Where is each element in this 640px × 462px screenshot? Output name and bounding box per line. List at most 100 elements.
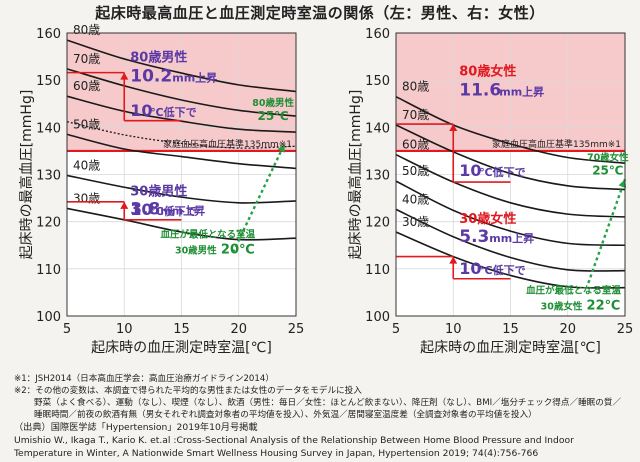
left-y-tick-label: 140 <box>36 121 61 136</box>
left-threshold-label: 家庭血圧高血圧基準135mm※1 <box>163 138 292 150</box>
left-arrow-head <box>120 72 129 80</box>
right-series-line-80歳 <box>395 95 626 164</box>
right-green-bottom-3: 22℃ <box>587 298 621 313</box>
right-series-label: 70歳 <box>402 108 429 122</box>
right-annot-80-unit: mm上昇 <box>499 84 544 98</box>
left-series-line-70歳 <box>66 68 297 117</box>
right-annot-80-drop-text: ℃低下で <box>479 165 525 179</box>
right-series-line-60歳 <box>395 153 626 218</box>
right-x-tick-label: 20 <box>559 322 576 337</box>
left-series-label: 40歳 <box>73 158 100 172</box>
left-y-axis-label: 起床時の最高血圧[mmHg] <box>18 90 35 260</box>
left-x-tick-label: 25 <box>288 322 305 337</box>
left-annot-30-label: 30歳男性 <box>130 183 187 199</box>
right-series-line-30歳 <box>395 231 626 289</box>
left-dotted-curve <box>66 121 297 149</box>
left-y-tick-label: 150 <box>36 74 61 89</box>
right-series-line-50歳 <box>395 180 626 247</box>
right-green-bottom-2: 30歳女性 <box>541 300 583 312</box>
left-x-tick-label: 10 <box>116 322 133 337</box>
footnote-1: ※1：JSH2014（日本高血圧学会：高血圧治療ガイドライン2014） <box>14 374 274 384</box>
right-y-axis-label: 起床時の最高血圧[mmHg] <box>347 90 364 260</box>
left-green-bottom-2: 30歳男性 <box>175 245 217 257</box>
left-series-label: 80歳 <box>73 23 100 37</box>
left-x-tick-label: 5 <box>63 322 71 337</box>
left-series-line-80歳 <box>66 39 297 93</box>
left-y-tick-label: 100 <box>36 310 61 325</box>
right-annot-80-value: 11.6 <box>459 80 501 100</box>
left-plot-frame <box>66 32 297 317</box>
right-x-tick-label: 10 <box>445 322 462 337</box>
right-arrow-head <box>449 256 458 264</box>
left-y-tick-label: 110 <box>36 263 61 278</box>
right-annot-30-drop-num: 10 <box>459 259 481 278</box>
footnote-4: 睡眠時間／前夜の飲酒有無（男女それぞれ調査対象者の平均値を投入）、外気温／居間寝… <box>34 410 537 420</box>
left-annot-80-value: 10.2 <box>130 66 172 86</box>
left-series-label: 70歳 <box>73 52 100 66</box>
right-series-label: 60歳 <box>402 138 429 152</box>
right-y-tick-label: 110 <box>365 263 390 278</box>
left-y-tick-label: 120 <box>36 216 61 231</box>
right-annot-30-value: 5.3 <box>459 227 489 247</box>
left-trend-arrow-line <box>231 143 286 253</box>
footnote-2: ※2：その他の変数は、本調査で得られた平均的な男性または女性のデータをモデルに投… <box>14 386 362 396</box>
right-y-tick-label: 150 <box>365 74 390 89</box>
right-y-tick-label: 160 <box>365 27 390 42</box>
left-series-label: 50歳 <box>73 117 100 131</box>
left-trend-arrow-head <box>277 143 285 153</box>
left-y-tick-label: 130 <box>36 169 61 184</box>
right-x-axis-label: 起床時の血圧測定時室温[℃] <box>420 339 601 356</box>
source-line-1: （出典）国際医学誌「Hypertension」2019年10月号掲載 <box>14 422 258 433</box>
left-annot-30-value: 3.8 <box>130 199 160 219</box>
left-arrow-head <box>120 201 129 209</box>
source-line-2: Umishio W., Ikaga T., Kario K. et.al :Cr… <box>14 435 574 446</box>
right-y-tick-label: 100 <box>365 310 390 325</box>
right-threshold-label: 家庭血圧高血圧基準135mm※1 <box>492 138 621 150</box>
right-trend-arrow-head <box>618 179 627 189</box>
left-series-label: 30歳 <box>73 191 100 205</box>
left-y-tick-label: 160 <box>36 27 61 42</box>
right-x-tick-label: 5 <box>392 322 400 337</box>
left-green-top-1: 80歳男性 <box>252 97 294 109</box>
left-x-axis-label: 起床時の血圧測定時室温[℃] <box>91 339 272 356</box>
left-series-label: 60歳 <box>73 79 100 93</box>
right-annot-30-drop-text: ℃低下で <box>479 263 525 277</box>
left-annot-30-drop-num: 10 <box>130 200 152 219</box>
right-series-label: 30歳 <box>402 215 429 229</box>
right-arrow-head <box>449 124 458 132</box>
left-green-bottom-3: 20℃ <box>221 243 255 258</box>
right-series-label: 40歳 <box>402 192 429 206</box>
left-x-tick-label: 15 <box>173 322 190 337</box>
page-title: 起床時最高血圧と血圧測定時室温の関係（左：男性、右：女性） <box>95 4 545 22</box>
right-annot-30-unit: mm上昇 <box>489 231 534 245</box>
right-green-top-1: 70歳女性 <box>587 151 629 163</box>
right-series-line-70歳 <box>395 124 626 191</box>
right-y-tick-label: 130 <box>365 169 390 184</box>
right-y-tick-label: 140 <box>365 121 390 136</box>
right-green-top-2: 25℃ <box>592 163 623 177</box>
right-series-label: 50歳 <box>402 164 429 178</box>
right-x-tick-label: 15 <box>502 322 519 337</box>
right-y-tick-label: 120 <box>365 216 390 231</box>
left-green-bottom-1: 血圧が最低となる室温 <box>160 229 255 241</box>
right-plot-frame <box>395 32 626 317</box>
left-annot-80-label: 80歳男性 <box>130 49 187 65</box>
left-annot-80-drop-num: 10 <box>130 101 152 120</box>
right-series-line-40歳 <box>395 208 626 272</box>
left-annot-80-drop-text: ℃低下で <box>150 105 196 119</box>
footnote-3: 野菜（よく食べる）、運動（なし）、喫煙（なし）、飲酒（男性：毎日／女性：ほとんど… <box>34 398 622 408</box>
right-annot-30-label: 30歳女性 <box>459 211 516 227</box>
left-series-line-30歳 <box>66 207 297 241</box>
right-trend-arrow-line <box>587 178 627 284</box>
right-annot-80-label: 80歳女性 <box>459 63 516 79</box>
left-x-tick-label: 20 <box>230 322 247 337</box>
right-annot-80-drop-num: 10 <box>459 161 481 180</box>
source-line-3: Temperature in Winter, A Nationwide Smar… <box>14 448 539 459</box>
right-x-tick-label: 25 <box>617 322 634 337</box>
right-green-bottom-1: 血圧が最低となる室温 <box>526 284 621 296</box>
left-annot-80-unit: mm上昇 <box>172 70 217 84</box>
left-annot-30-drop-text: ℃低下で <box>150 204 196 218</box>
left-green-top-2: 25℃ <box>257 109 288 123</box>
left-series-line-50歳 <box>66 133 297 170</box>
